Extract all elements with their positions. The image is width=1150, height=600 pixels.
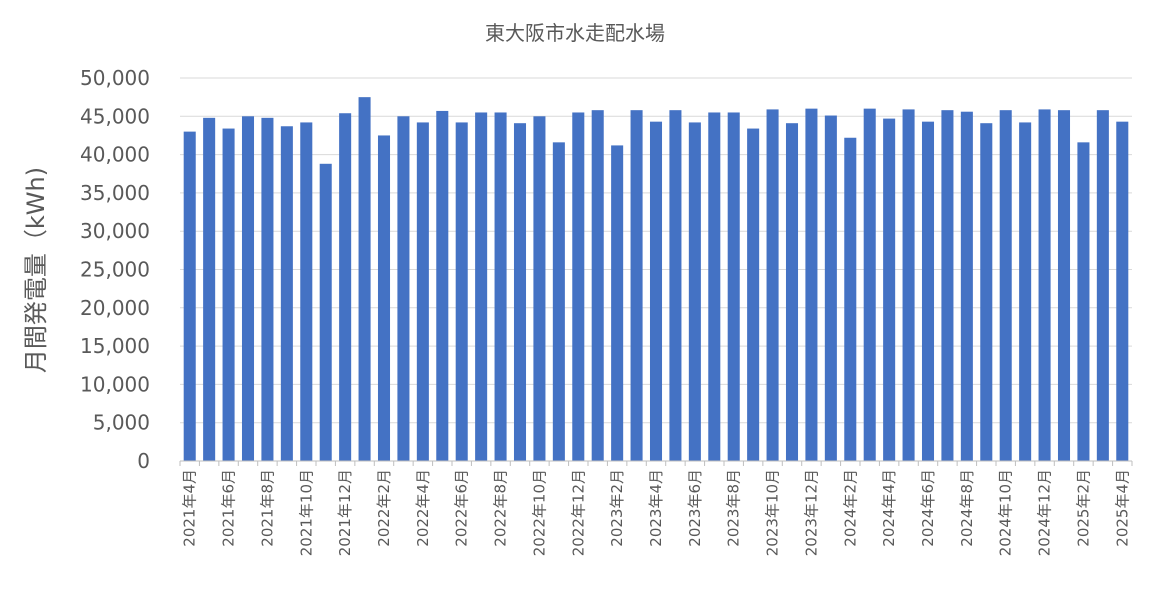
bar [727, 112, 740, 461]
bar [785, 123, 799, 461]
bar [999, 110, 1012, 461]
bar [1077, 142, 1090, 461]
bar [883, 118, 896, 462]
y-axis-ticks: 0 5,000 10,000 15,000 20,000 25,000 30,000 35,0… [80, 66, 150, 473]
bar [261, 117, 274, 461]
y-tick-label: 45,000 [80, 104, 150, 128]
y-tick-label: 15,000 [80, 334, 150, 358]
x-tick-label: 2021年12月 [336, 469, 354, 556]
bar [533, 116, 546, 462]
y-tick-label: 10,000 [80, 372, 150, 396]
chart-title: 東大阪市水走配水場 [485, 21, 665, 45]
x-tick-label: 2023年12月 [802, 469, 820, 556]
bar [513, 123, 527, 461]
x-tick-label: 2021年6月 [220, 469, 238, 547]
x-tick-label: 2025年2月 [1074, 469, 1092, 547]
bar [980, 123, 993, 461]
x-tick-label: 2023年4月 [647, 469, 665, 547]
y-axis-label: 月間発電量（kWh) [22, 167, 50, 373]
x-tick-label: 2023年8月 [725, 469, 743, 547]
y-tick-label: 5,000 [93, 411, 150, 435]
bar [805, 108, 818, 461]
x-tick-label: 2022年8月 [492, 469, 510, 547]
bar [339, 113, 352, 462]
bar [475, 112, 488, 461]
x-tick-label: 2022年10月 [530, 469, 548, 556]
bar [319, 163, 332, 462]
bar [921, 121, 935, 462]
bar [397, 116, 410, 462]
x-tick-label: 2023年2月 [608, 469, 626, 547]
x-tick-label: 2021年10月 [297, 469, 315, 556]
bar [1116, 121, 1129, 462]
x-tick-label: 2024年8月 [958, 469, 976, 547]
bar [1019, 122, 1032, 461]
bar [455, 122, 468, 461]
y-tick-label: 50,000 [80, 66, 150, 90]
bars [183, 97, 1129, 462]
bar [863, 108, 876, 461]
bar [377, 135, 391, 461]
x-tick-label: 2023年10月 [764, 469, 782, 556]
bar [688, 122, 701, 461]
bar [416, 122, 429, 461]
x-tick-label: 2022年12月 [569, 469, 587, 556]
y-tick-label: 20,000 [80, 296, 150, 320]
bar [747, 128, 760, 461]
x-tick-label: 2022年6月 [453, 469, 471, 547]
bar [941, 110, 954, 461]
bar [824, 115, 837, 461]
x-tick-label: 2024年10月 [997, 469, 1015, 556]
bar [844, 137, 857, 462]
bar [436, 110, 449, 462]
bar [494, 112, 507, 461]
bar [1096, 110, 1109, 461]
bar [183, 131, 196, 461]
y-tick-label: 0 [137, 449, 150, 473]
bar [1038, 109, 1051, 461]
bar [669, 110, 682, 461]
bar [766, 109, 779, 461]
bar [902, 109, 915, 461]
bar [222, 128, 235, 461]
bar [960, 111, 973, 461]
bar [203, 117, 216, 461]
x-tick-label: 2024年6月 [919, 469, 937, 547]
x-tick-label: 2024年12月 [1036, 469, 1054, 556]
x-tick-label: 2023年6月 [686, 469, 704, 547]
bar [552, 142, 565, 461]
bar [1057, 110, 1071, 461]
bar [280, 126, 293, 462]
x-tick-label: 2022年4月 [414, 469, 432, 547]
bar [591, 110, 604, 461]
x-tick-label: 2021年8月 [258, 469, 276, 547]
bar [241, 116, 255, 462]
x-tick-label: 2024年2月 [841, 469, 859, 547]
bar [649, 121, 663, 462]
bar [611, 145, 624, 461]
x-tick-label: 2025年4月 [1113, 469, 1131, 547]
bar [708, 112, 721, 461]
y-tick-label: 40,000 [80, 143, 150, 167]
bar [358, 97, 371, 462]
bar [300, 122, 313, 461]
bar [630, 110, 643, 461]
bar [572, 112, 585, 461]
x-tick-label: 2022年2月 [375, 469, 393, 547]
x-tick-label: 2021年4月 [181, 469, 199, 547]
x-tick-label: 2024年4月 [880, 469, 898, 547]
y-tick-label: 35,000 [80, 181, 150, 205]
x-axis-ticks: 2021年4月 2021年6月 2021年8月 2021年10月 2021年12月 202… [179, 461, 1133, 556]
y-tick-label: 30,000 [80, 219, 150, 243]
y-tick-label: 25,000 [80, 258, 150, 282]
